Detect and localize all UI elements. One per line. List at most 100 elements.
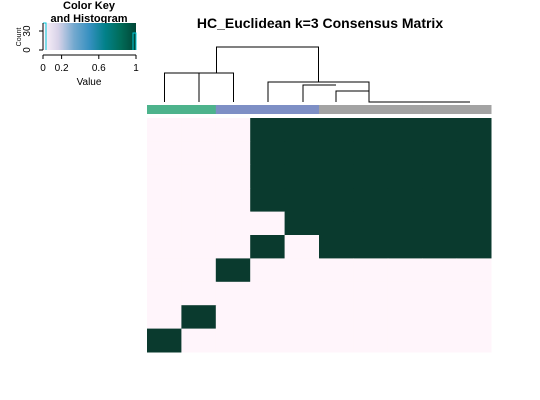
heatmap-cell — [319, 305, 354, 329]
color-key-x-axis-label: Value — [77, 77, 102, 88]
heatmap-cell — [216, 282, 251, 306]
heatmap-cell — [216, 235, 251, 259]
heatmap-cell — [353, 258, 388, 282]
color-key-title-line1: Color Key — [63, 0, 116, 12]
heatmap-cell — [457, 212, 492, 236]
dendrogram-link-group-3-sub — [303, 85, 336, 102]
heatmap-cell — [353, 212, 388, 236]
heatmap-cell — [422, 141, 457, 165]
heatmap-cell — [250, 329, 285, 353]
heatmap-cell — [457, 188, 492, 212]
heatmap-cell — [216, 118, 251, 142]
heatmap-cell — [216, 141, 251, 165]
heatmap-cell — [285, 258, 320, 282]
heatmap-cell — [285, 305, 320, 329]
heatmap-cell — [147, 212, 182, 236]
heatmap-cell — [388, 258, 423, 282]
heatmap-cell — [319, 235, 354, 259]
heatmap-cell — [353, 188, 388, 212]
heatmap-cell — [147, 305, 182, 329]
color-key-x-tick-label-1: 1 — [133, 63, 139, 74]
heatmap-cell — [147, 235, 182, 259]
heatmap-cell — [319, 188, 354, 212]
heatmap-cell — [147, 282, 182, 306]
heatmap-cell — [422, 212, 457, 236]
heatmap-cell — [216, 305, 251, 329]
color-key-x-tick-label-0.6: 0.6 — [92, 63, 106, 74]
heatmap-cell — [457, 258, 492, 282]
heatmap-cell — [216, 258, 251, 282]
dendrogram-link-left-cluster — [165, 73, 217, 102]
column-dendrogram — [165, 47, 471, 102]
cluster-bar-cell — [216, 105, 251, 114]
heatmap-cell — [388, 235, 423, 259]
heatmap-cell — [319, 118, 354, 142]
heatmap-cell — [250, 235, 285, 259]
heatmap-cell — [181, 258, 216, 282]
heatmap-cell — [147, 165, 182, 189]
heatmap-cell — [388, 118, 423, 142]
heatmap-cell — [147, 329, 182, 353]
heatmap-cell — [319, 258, 354, 282]
heatmap-cell — [388, 212, 423, 236]
color-key-y-tick-label-30: 30 — [22, 25, 33, 37]
cluster-bar-cell — [422, 105, 457, 114]
cluster-bar-cell — [250, 105, 285, 114]
heatmap-cell — [353, 329, 388, 353]
cluster-bar-cell — [457, 105, 492, 114]
heatmap-cell — [422, 305, 457, 329]
chart-title: HC_Euclidean k=3 Consensus Matrix — [197, 15, 443, 31]
heatmap-cell — [422, 165, 457, 189]
heatmap-cell — [353, 165, 388, 189]
heatmap-cell — [353, 118, 388, 142]
heatmap-cell — [181, 188, 216, 212]
heatmap-cell — [250, 212, 285, 236]
heatmap-cell — [147, 188, 182, 212]
heatmap-cell — [181, 141, 216, 165]
heatmap-cell — [285, 141, 320, 165]
heatmap-cell — [422, 235, 457, 259]
heatmap-cell — [147, 118, 182, 142]
heatmap-cell — [457, 282, 492, 306]
cluster-bar-cell — [147, 105, 182, 114]
heatmap-cell — [319, 141, 354, 165]
heatmap-cell — [388, 141, 423, 165]
heatmap-cell — [319, 282, 354, 306]
heatmap-cell — [250, 258, 285, 282]
heatmap-cell — [457, 165, 492, 189]
heatmap-cell — [319, 329, 354, 353]
heatmap-cell — [422, 118, 457, 142]
cluster-bar-cell — [181, 105, 216, 114]
heatmap-cell — [353, 235, 388, 259]
heatmap-cell — [181, 118, 216, 142]
heatmap-cell — [388, 305, 423, 329]
cluster-bar-cell — [319, 105, 354, 114]
heatmap-cell — [422, 329, 457, 353]
heatmap-cell — [216, 165, 251, 189]
heatmap-cell — [319, 212, 354, 236]
heatmap-cell — [353, 282, 388, 306]
heatmap-cell — [250, 141, 285, 165]
heatmap-cell — [181, 305, 216, 329]
heatmap-cell — [388, 329, 423, 353]
heatmap-cell — [285, 165, 320, 189]
color-key-y-tick-label-0: 0 — [22, 47, 33, 53]
heatmap-cell — [353, 141, 388, 165]
heatmap-cell — [285, 329, 320, 353]
heatmap-cell — [250, 305, 285, 329]
heatmap-cell — [216, 329, 251, 353]
dendrogram-link-group-2 — [199, 73, 234, 102]
heatmap-cell — [457, 141, 492, 165]
heatmap-cell — [285, 118, 320, 142]
heatmap-cell — [181, 235, 216, 259]
color-key-x-tick-label-0.2: 0.2 — [55, 63, 69, 74]
heatmap-cell — [457, 329, 492, 353]
heatmap-cell — [388, 165, 423, 189]
heatmap-cell — [181, 212, 216, 236]
heatmap-cell — [422, 258, 457, 282]
heatmap-cell — [216, 212, 251, 236]
cluster-bar-cell — [285, 105, 320, 114]
heatmap-cell — [250, 188, 285, 212]
cluster-bar-cell — [388, 105, 423, 114]
